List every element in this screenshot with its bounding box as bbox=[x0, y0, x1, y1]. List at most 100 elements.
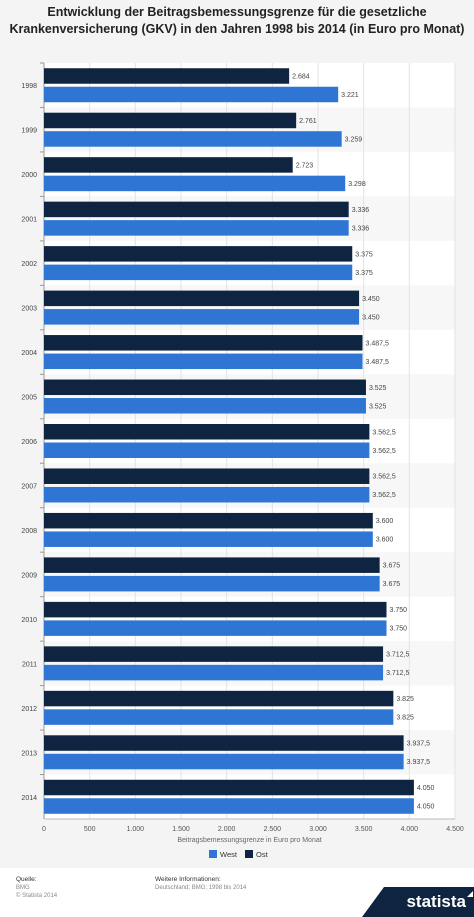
y-tick-label: 2008 bbox=[21, 528, 37, 535]
data-label: 3.375 bbox=[355, 270, 373, 277]
x-tick-label: 1.000 bbox=[127, 826, 145, 833]
y-tick-label: 2009 bbox=[21, 572, 37, 579]
data-label: 3.675 bbox=[383, 563, 401, 570]
data-label: 3.525 bbox=[369, 403, 387, 410]
data-label: 3.336 bbox=[352, 207, 370, 214]
bar-west bbox=[44, 709, 394, 725]
bar-west bbox=[44, 486, 370, 503]
data-label: 3.450 bbox=[362, 314, 380, 321]
x-tick-label: 2.000 bbox=[218, 826, 236, 833]
data-label: 2.761 bbox=[299, 118, 317, 125]
bar-west bbox=[44, 798, 414, 814]
y-tick-label: 2004 bbox=[21, 350, 37, 357]
y-tick-label: 2001 bbox=[21, 217, 37, 224]
bar-ost bbox=[44, 335, 363, 351]
legend-label-west: West bbox=[220, 850, 238, 859]
chart-title: Entwicklung der Beitragsbemessungsgrenze… bbox=[9, 5, 465, 36]
bar-west bbox=[44, 175, 346, 192]
source-line: BMG bbox=[16, 885, 30, 891]
y-tick-label: 2000 bbox=[21, 172, 37, 179]
data-label: 3.487,5 bbox=[366, 340, 389, 347]
bar-ost bbox=[44, 557, 380, 573]
data-label: 3.825 bbox=[396, 715, 414, 722]
data-label: 3.562,5 bbox=[372, 448, 395, 455]
bar-ost bbox=[44, 379, 366, 396]
data-label: 3.600 bbox=[376, 518, 394, 525]
bar-west bbox=[44, 220, 349, 236]
y-tick-label: 2005 bbox=[21, 395, 37, 402]
data-label: 3.562,5 bbox=[372, 474, 395, 481]
x-tick-label: 500 bbox=[84, 826, 96, 833]
y-tick-label: 2011 bbox=[22, 661, 37, 668]
bar-ost bbox=[44, 201, 349, 218]
bar-west bbox=[44, 442, 370, 458]
data-label: 3.487,5 bbox=[366, 359, 389, 366]
y-tick-label: 2002 bbox=[21, 261, 37, 268]
bar-ost bbox=[44, 112, 297, 129]
arrow-icon bbox=[467, 891, 473, 897]
bar-west bbox=[44, 575, 380, 592]
data-label: 3.750 bbox=[390, 607, 408, 614]
bar-west bbox=[44, 131, 342, 147]
x-tick-label: 4.000 bbox=[401, 826, 419, 833]
data-label: 3.259 bbox=[345, 136, 363, 143]
x-axis-title: Beitragsbemessungsgrenze in Euro pro Mon… bbox=[177, 837, 321, 844]
data-label: 3.221 bbox=[341, 92, 359, 99]
bar-ost bbox=[44, 468, 370, 484]
y-tick-label: 2012 bbox=[21, 706, 37, 713]
data-label: 3.562,5 bbox=[372, 492, 395, 499]
legend-swatch-west bbox=[209, 850, 217, 858]
data-label: 3.375 bbox=[355, 251, 373, 258]
logo-text: statista bbox=[406, 892, 466, 911]
data-label: 3.712,5 bbox=[386, 652, 409, 659]
data-label: 3.750 bbox=[390, 626, 408, 633]
x-tick-label: 1.500 bbox=[172, 826, 190, 833]
bar-chart: 0 500 1.000 1.500 2.000 2.500 3.000 3.500 4.000 4… bbox=[21, 62, 464, 859]
bar-ost bbox=[44, 779, 414, 796]
data-label: 4.050 bbox=[417, 804, 435, 811]
source-heading: Quelle: bbox=[16, 876, 37, 883]
data-label: 3.298 bbox=[348, 181, 366, 188]
footer: Quelle: BMG © Statista 2014 Weitere Info… bbox=[0, 868, 474, 917]
bar-west bbox=[44, 353, 363, 370]
copyright-line: © Statista 2014 bbox=[16, 893, 58, 899]
bar-ost bbox=[44, 157, 293, 173]
bar-ost bbox=[44, 68, 290, 84]
bar-ost bbox=[44, 290, 360, 307]
y-tick-label: 2006 bbox=[21, 439, 37, 446]
data-label: 3.562,5 bbox=[372, 429, 395, 436]
bar-west bbox=[44, 753, 404, 770]
statista-logo[interactable]: statista bbox=[362, 887, 474, 917]
y-tick-label: 2007 bbox=[21, 483, 37, 490]
data-label: 3.937,5 bbox=[407, 759, 430, 766]
y-tick-label: 1998 bbox=[21, 83, 37, 90]
x-tick-label: 3.500 bbox=[355, 826, 373, 833]
info-line: Deutschland; BMG; 1998 bis 2014 bbox=[155, 885, 247, 891]
bar-ost bbox=[44, 601, 387, 618]
data-label: 3.825 bbox=[396, 696, 414, 703]
x-tick-label: 3.000 bbox=[309, 826, 327, 833]
bar-west bbox=[44, 264, 353, 281]
x-tick-label: 2.500 bbox=[264, 826, 282, 833]
data-label: 3.450 bbox=[362, 296, 380, 303]
x-tick-label: 4.500 bbox=[446, 826, 464, 833]
y-tick-label: 2014 bbox=[21, 795, 37, 802]
bar-ost bbox=[44, 512, 373, 529]
data-label: 3.937,5 bbox=[407, 741, 430, 748]
bar-west bbox=[44, 531, 373, 547]
data-label: 3.675 bbox=[383, 581, 401, 588]
bar-ost bbox=[44, 735, 404, 751]
info-heading: Weitere Informationen: bbox=[155, 876, 221, 883]
bar-ost bbox=[44, 424, 370, 440]
bar-west bbox=[44, 398, 366, 414]
data-label: 3.525 bbox=[369, 385, 387, 392]
y-tick-label: 2010 bbox=[21, 617, 37, 624]
y-tick-label: 1999 bbox=[21, 128, 37, 135]
bar-west bbox=[44, 86, 339, 103]
bar-ost bbox=[44, 646, 384, 662]
x-tick-label: 0 bbox=[42, 826, 46, 833]
data-label: 3.712,5 bbox=[386, 670, 409, 677]
y-tick-label: 2003 bbox=[21, 306, 37, 313]
bar-ost bbox=[44, 690, 394, 707]
legend-swatch-ost bbox=[245, 850, 253, 858]
